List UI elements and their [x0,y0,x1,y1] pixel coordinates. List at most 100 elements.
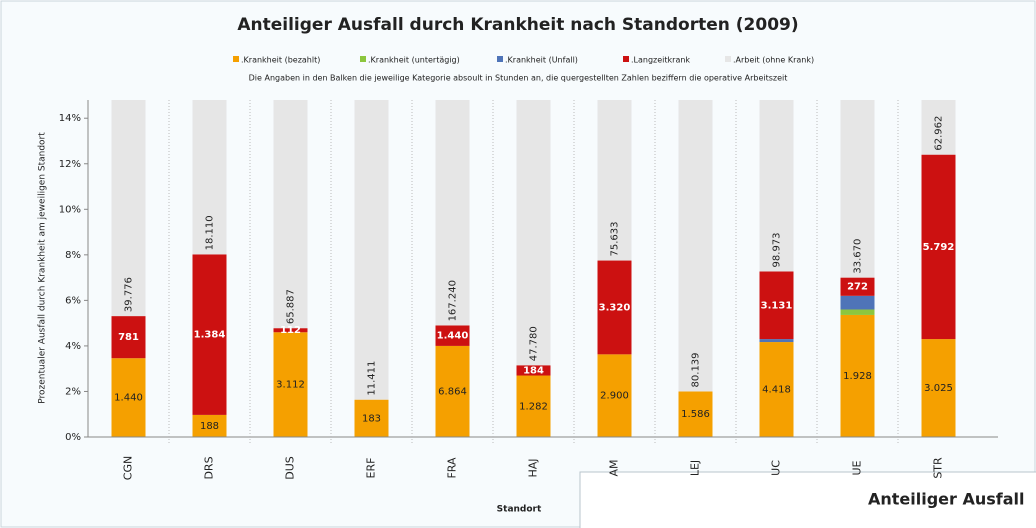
x-tick-label: LEJ [689,460,702,476]
legend-swatch [497,56,503,62]
bar-segment [111,316,146,359]
overlay-layer: Anteiliger Ausfall [579,471,1036,528]
value-label: 781 [118,332,139,343]
y-tick-label: 0% [65,432,81,443]
value-label: 167.240 [448,280,459,321]
bar-segment [678,391,713,437]
value-label: 183 [362,413,381,424]
bar-segment [111,100,146,317]
value-label: 1.928 [843,371,872,382]
legend-label: .Arbeit (ohne Krank) [733,56,814,65]
value-label: 80.139 [691,352,702,387]
x-tick-label: STR [932,457,945,479]
bar-segment [759,342,794,437]
overlay-window [579,471,1036,528]
legend-label: .Krankheit (bezahlt) [241,56,320,65]
value-label: 33.670 [853,239,864,274]
value-label: 3.131 [761,300,793,311]
value-label: 3.025 [924,383,953,394]
legend-swatch [360,56,366,62]
x-tick-label: AM [608,459,621,476]
x-tick-label: HAJ [527,458,540,477]
x-tick-label: UE [851,460,864,475]
value-label: 4.418 [762,385,791,396]
value-label: 75.633 [610,222,621,257]
legend-swatch [725,56,731,62]
legend-label: .Krankheit (untertägig) [368,56,460,65]
value-label: 272 [847,282,868,293]
bar-segment [759,271,794,340]
bar-segment [435,325,470,346]
y-tick-label: 12% [59,159,81,170]
y-tick-label: 2% [65,386,81,397]
bar-segment [192,100,227,255]
value-label: 6.864 [438,386,467,397]
value-label: 47.780 [529,326,540,361]
bar-segment [273,100,308,329]
bar-segment [840,100,875,278]
bar-segment [435,345,470,437]
y-axis-title: Prozentualer Ausfall durch Krankheit am … [38,132,48,404]
x-tick-label: FRA [446,457,459,479]
value-label: 1.384 [194,330,226,341]
value-label: 2.900 [600,391,629,402]
value-label: 62.962 [934,116,945,151]
x-tick-label: DUS [284,456,297,480]
bar-segment [192,254,227,415]
value-label: 39.776 [124,277,135,312]
bar-segment [840,295,875,310]
y-tick-label: 14% [59,113,81,124]
value-label: 5.792 [923,242,955,253]
bar-segment [192,414,227,437]
bar-segment [840,314,875,437]
bar-segment [516,100,551,366]
bar-segment [921,339,956,437]
value-label: 184 [523,365,544,376]
value-label: 1.440 [437,331,469,342]
bar-segment [921,100,956,155]
bar-segment [597,354,632,437]
y-tick-label: 4% [65,341,81,352]
bar-segment [516,375,551,437]
plot-area [111,100,956,437]
legend-label: .Langzeitkrank [631,56,690,65]
value-label: 3.112 [276,380,305,391]
legend-swatch [623,56,629,62]
bar-segment [597,100,632,261]
value-label: 11.411 [367,361,378,396]
legend-swatch [233,56,239,62]
bar-segment [678,100,713,392]
y-tick-label: 8% [65,250,81,261]
x-tick-label: UC [770,460,783,476]
bar-segment [921,154,956,340]
value-label: 1.586 [681,409,710,420]
x-tick-label: ERF [365,458,378,479]
value-label: 1.440 [114,393,143,404]
x-axis-title: Standort [497,505,542,515]
bar-segment [759,100,794,272]
bar-segment [759,339,794,343]
subtitle: Die Angaben in den Balken die jeweilige … [249,74,788,83]
value-label: 1.282 [519,401,548,412]
y-tick-label: 10% [59,204,81,215]
bar-segment [273,328,308,333]
value-label: 18.110 [205,215,216,250]
bar-segment [516,365,551,376]
bar-segment [354,399,389,437]
bar-segment [111,358,146,437]
y-tick-label: 6% [65,295,81,306]
bar-segment [597,260,632,355]
bar-segment [840,309,875,315]
bar-segment [273,332,308,437]
x-tick-label: CGN [122,456,135,480]
value-label: 3.320 [599,302,631,313]
bar-segment [354,100,389,400]
value-label: 112 [280,325,301,336]
legend-label: .Krankheit (Unfall) [505,56,578,65]
bar-segment [840,277,875,296]
bar-segment [435,100,470,326]
value-label: 98.973 [772,232,783,267]
chart-title: Anteiliger Ausfall durch Krankheit nach … [237,15,798,35]
value-label: 65.887 [286,289,297,324]
